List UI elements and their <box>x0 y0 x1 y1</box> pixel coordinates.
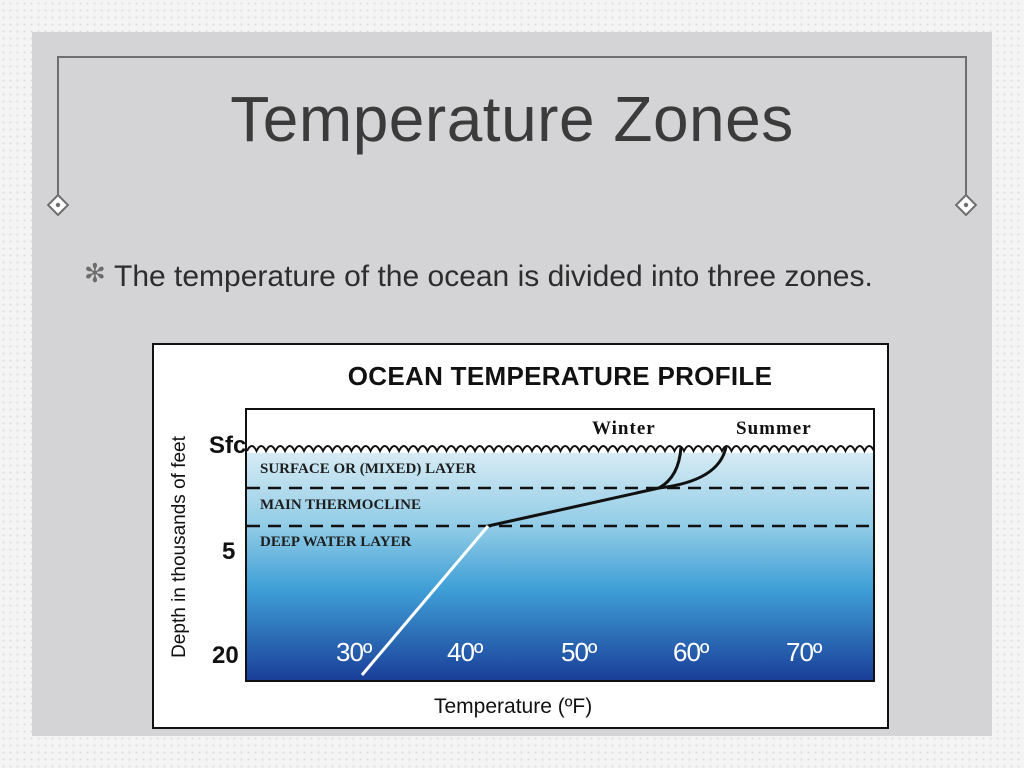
temperature-tick-30: 30º <box>336 637 372 667</box>
slide-title: Temperature Zones <box>230 83 794 155</box>
diagram-graphics <box>245 408 875 682</box>
temperature-tick-70: 70º <box>786 637 822 667</box>
depth-tick-20: 20 <box>212 642 239 669</box>
depth-tick-5: 5 <box>222 538 236 565</box>
thermocline-profile-line <box>487 486 660 528</box>
ocean-temperature-diagram: OCEAN TEMPERATURE PROFILE Depth in thous… <box>152 343 889 729</box>
temperature-tick-60: 60º <box>673 637 709 667</box>
temperature-tick-40: 40º <box>447 637 483 667</box>
x-axis-label: Temperature (ºF) <box>434 695 593 718</box>
season-label-summer: Summer <box>736 418 812 439</box>
zone-label-deep: DEEP WATER LAYER <box>260 534 412 550</box>
zone-label-surface: SURFACE OR (MIXED) LAYER <box>260 461 477 477</box>
y-axis-label: Depth in thousands of feet <box>169 436 190 658</box>
deep-water-profile-line <box>360 525 490 676</box>
asterisk-bullet-icon: ✻ <box>84 258 106 288</box>
temperature-tick-50: 50º <box>561 637 597 667</box>
sea-surface-waves <box>246 445 875 454</box>
summer-profile-line <box>658 446 728 490</box>
zone-label-thermocline: MAIN THERMOCLINE <box>260 497 421 513</box>
depth-tick-surface: Sfc <box>209 432 247 459</box>
water-column <box>247 453 873 680</box>
diagram-title: OCEAN TEMPERATURE PROFILE <box>347 361 773 391</box>
bullet-text: The temperature of the ocean is divided … <box>114 260 873 293</box>
season-label-winter: Winter <box>592 418 656 439</box>
winter-profile-line <box>658 446 683 490</box>
